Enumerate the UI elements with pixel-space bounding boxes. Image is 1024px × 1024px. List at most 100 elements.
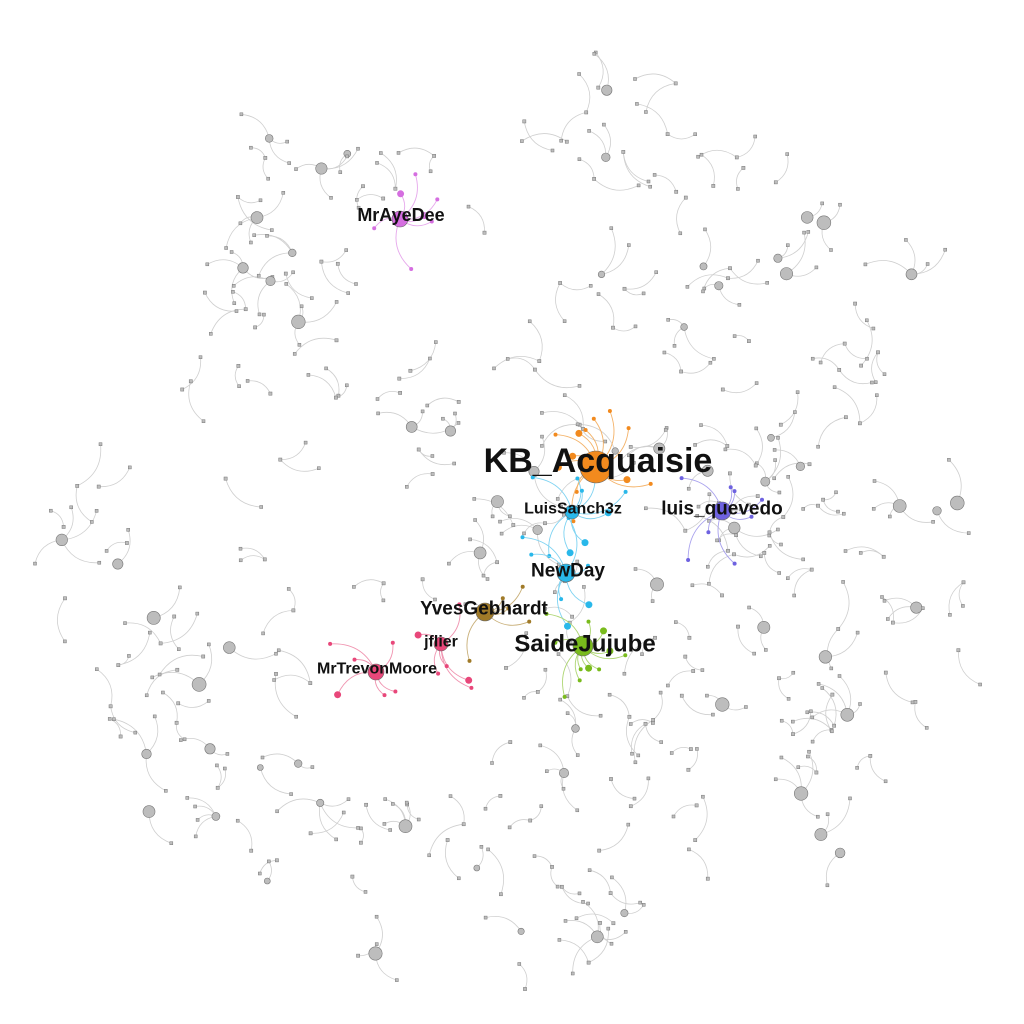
background-leaf-node [420, 409, 425, 414]
background-edge [844, 343, 868, 360]
background-edge [676, 197, 687, 234]
background-node [537, 359, 542, 363]
hub-node-newday[interactable] [556, 563, 576, 583]
background-edge [812, 729, 832, 742]
background-node [693, 838, 698, 842]
background-node [308, 681, 313, 685]
background-edge [645, 83, 676, 113]
background-edge [288, 588, 296, 611]
background-leaf-node [638, 900, 642, 905]
background-leaf-node [793, 410, 797, 414]
background-edge [325, 368, 340, 396]
hub-leaf-kb [554, 463, 562, 471]
background-node [456, 400, 461, 404]
background-leaf-node [574, 916, 579, 920]
background-edge [75, 485, 93, 523]
background-leaf-node [94, 509, 99, 513]
background-edge [360, 828, 364, 843]
background-node [773, 180, 778, 185]
background-edge [118, 632, 151, 666]
background-leaf-node [430, 454, 435, 458]
background-leaf-node [245, 379, 250, 383]
background-node [628, 804, 633, 809]
background-node [334, 338, 339, 343]
background-edge [280, 442, 306, 461]
background-leaf-node [507, 825, 512, 830]
background-leaf-node [701, 289, 705, 294]
hub-node-saide[interactable] [572, 635, 594, 657]
background-node [732, 552, 736, 557]
background-leaf-node [686, 486, 691, 491]
background-leaf-node [281, 191, 286, 195]
background-edge [159, 654, 204, 675]
background-edge [885, 672, 913, 703]
background-node [836, 627, 841, 631]
background-leaf-node [871, 326, 876, 331]
background-node [726, 548, 730, 553]
background-leaf-node [767, 544, 772, 548]
background-leaf-node [582, 585, 586, 589]
background-edge [626, 716, 639, 756]
background-node [883, 670, 888, 675]
background-leaf-node [483, 915, 488, 920]
background-leaf-node [607, 692, 612, 697]
hub-leaf-luissanch [581, 539, 589, 547]
background-leaf-node [258, 871, 262, 876]
background-leaf-node [659, 740, 663, 744]
hub-node-yves[interactable] [475, 602, 495, 622]
background-leaf-node [104, 549, 109, 553]
background-node [818, 650, 833, 664]
background-leaf-node [463, 602, 468, 606]
background-leaf-node [452, 461, 456, 466]
background-leaf-node [978, 682, 982, 687]
hub-node-kb[interactable] [579, 450, 613, 484]
background-leaf-node [556, 652, 561, 656]
background-edge [820, 343, 845, 363]
hub-leaf-newday [585, 601, 593, 609]
background-node [522, 119, 527, 124]
background-leaf-node [880, 595, 884, 599]
background-node [430, 472, 435, 476]
hub-leaf-saide [586, 619, 591, 624]
background-leaf-node [334, 300, 339, 304]
hub-node-jflier[interactable] [433, 636, 449, 652]
background-leaf-node [754, 381, 759, 385]
background-node [699, 262, 708, 271]
hub-leaf-saide [597, 667, 602, 672]
background-leaf-node [356, 146, 360, 151]
background-node [393, 186, 398, 191]
background-edge [812, 357, 840, 371]
hub-node-quevedo[interactable] [712, 501, 732, 521]
background-leaf-node [641, 903, 646, 907]
background-node [319, 259, 324, 264]
background-edge [688, 748, 698, 771]
background-leaf-node [696, 154, 700, 159]
background-leaf-node [626, 822, 631, 827]
background-edge [579, 424, 606, 442]
background-edge [671, 746, 692, 754]
background-leaf-node [164, 789, 168, 793]
background-edge [755, 428, 763, 466]
background-edge [783, 476, 794, 518]
hub-leaf-yves [520, 584, 525, 589]
background-node [294, 759, 303, 768]
background-edge [734, 527, 779, 537]
hub-leaf-aye [435, 197, 440, 202]
background-edge [778, 672, 794, 680]
background-leaf-node [772, 448, 777, 452]
hub-leaf-saide [578, 667, 583, 672]
background-leaf-node [428, 356, 432, 361]
background-edge [734, 335, 750, 342]
hub-node-luissanch[interactable] [564, 504, 580, 520]
background-edge [182, 357, 202, 390]
hub-node-aye[interactable] [391, 210, 409, 228]
hub-leaf-jflier [469, 685, 474, 690]
background-edge [321, 261, 349, 294]
background-leaf-node [773, 777, 778, 782]
background-node [584, 110, 589, 115]
label-trevon: MrTrevonMoore [317, 661, 437, 678]
background-leaf-node [481, 573, 486, 578]
hub-node-trevon[interactable] [367, 663, 385, 681]
background-leaf-node [207, 642, 211, 647]
hub-leaf-quevedo [686, 558, 691, 562]
